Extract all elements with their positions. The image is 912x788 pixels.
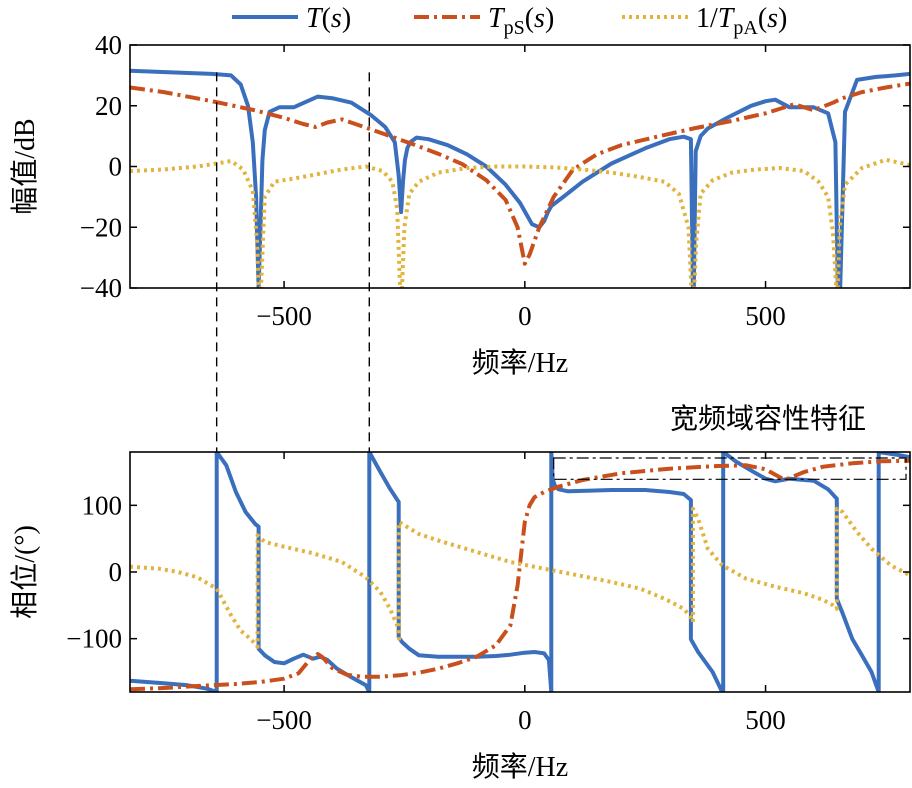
- phase-x-tick-label: 0: [518, 705, 532, 735]
- phase-series: [130, 452, 910, 692]
- legend-label-t: T(s): [306, 3, 351, 34]
- phase-y-axis-label: 相位/(°): [9, 525, 41, 619]
- phase-series-tps-line: [130, 458, 910, 692]
- magnitude-x-axis-label: 频率/Hz: [472, 347, 568, 379]
- mag-x-tick-label: −500: [256, 301, 312, 331]
- magnitude-series: [130, 68, 910, 288]
- mag-y-tick-label: 40: [95, 30, 122, 60]
- mag-y-tick-label: 20: [95, 91, 122, 121]
- mag-y-tick-label: −20: [80, 212, 122, 242]
- magnitude-y-axis-label: 幅值/dB: [9, 118, 41, 214]
- legend-label-tps: TpS(s): [488, 3, 554, 39]
- magnitude-panel: −500 0 500 40 20 0 −20 −40 频率/Hz 幅值/dB: [9, 30, 911, 379]
- phase-x-tick-label: −500: [256, 705, 312, 735]
- phase-x-axis-label: 频率/Hz: [472, 751, 568, 783]
- mag-y-tick-label: 0: [109, 152, 123, 182]
- mag-series-inv-tpa-line: [130, 157, 910, 288]
- phase-axes-frame: [129, 451, 911, 693]
- phase-y-tick-label: 0: [109, 557, 123, 587]
- legend-label-inv-tpa: 1/TpA(s): [696, 3, 787, 39]
- magnitude-ticks: −500 0 500 40 20 0 −20 −40: [80, 30, 910, 331]
- capacitive-annotation: 宽频域容性特征: [670, 403, 866, 435]
- capacitive-region-box: [553, 457, 907, 480]
- mag-series-t-line: [130, 68, 910, 288]
- phase-series-t-line: [130, 452, 910, 692]
- magnitude-axes-frame: [129, 44, 911, 289]
- phase-y-tick-label: 100: [82, 490, 123, 520]
- phase-y-tick-label: −100: [66, 624, 122, 654]
- guide-lines: [215, 72, 907, 480]
- legend: T(s) TpS(s) 1/TpA(s): [232, 3, 787, 39]
- mag-series-tps-line: [130, 81, 910, 266]
- mag-x-tick-label: 0: [518, 301, 532, 331]
- phase-x-tick-label: 500: [745, 705, 786, 735]
- mag-y-tick-label: −40: [80, 273, 122, 303]
- phase-series-inv-tpa-line: [130, 506, 910, 649]
- mag-x-tick-label: 500: [745, 301, 786, 331]
